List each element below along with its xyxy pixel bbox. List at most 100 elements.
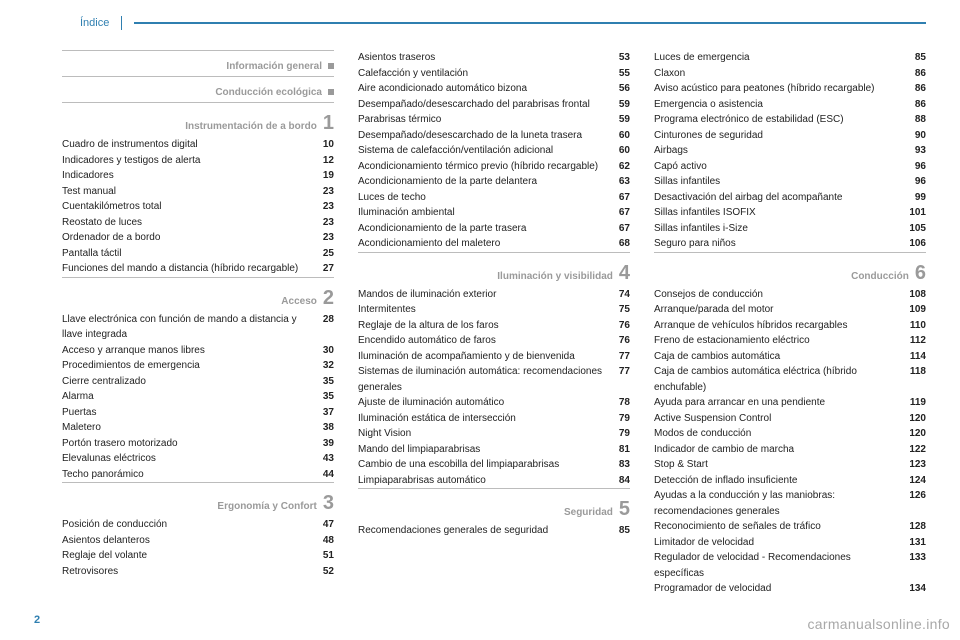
toc-entry: Reglaje de la altura de los faros76 bbox=[358, 318, 630, 334]
toc-entry: Iluminación estática de intersección79 bbox=[358, 411, 630, 427]
toc-entry-label: Cuadro de instrumentos digital bbox=[62, 137, 315, 153]
toc-entry: Detección de inflado insuficiente124 bbox=[654, 473, 926, 489]
toc-entry-label: Arranque/parada del motor bbox=[654, 302, 901, 318]
toc-entry-label: Mando del limpiaparabrisas bbox=[358, 442, 611, 458]
toc-entry: Cierre centralizado 35 bbox=[62, 374, 334, 390]
section-bullet-icon bbox=[328, 89, 334, 95]
toc-entry-page: 90 bbox=[915, 128, 926, 144]
toc-entry-page: 128 bbox=[909, 519, 926, 535]
toc-entry: Procedimientos de emergencia 32 bbox=[62, 358, 334, 374]
toc-entry-page: 56 bbox=[619, 81, 630, 97]
toc-entry-label: Desactivación del airbag del acompañante bbox=[654, 190, 907, 206]
toc-entry: Indicador de cambio de marcha122 bbox=[654, 442, 926, 458]
section-title: Conducción ecológica bbox=[215, 87, 322, 98]
section-rule bbox=[358, 252, 630, 253]
toc-entry: Intermitentes75 bbox=[358, 302, 630, 318]
toc-entry-page: 44 bbox=[323, 467, 334, 483]
toc-entry: Freno de estacionamiento eléctrico112 bbox=[654, 333, 926, 349]
section-rule bbox=[358, 488, 630, 489]
toc-entry-page: 85 bbox=[619, 523, 630, 539]
toc-entry-label: Ordenador de a bordo bbox=[62, 230, 315, 246]
toc-entry-page: 35 bbox=[323, 389, 334, 405]
toc-entry-page: 88 bbox=[915, 112, 926, 128]
toc-entry-label: Llave electrónica con función de mando a… bbox=[62, 312, 315, 343]
section-rule bbox=[62, 277, 334, 278]
toc-entry-label: Test manual bbox=[62, 184, 315, 200]
toc-entry: Acondicionamiento de la parte trasera67 bbox=[358, 221, 630, 237]
toc-entry-page: 35 bbox=[323, 374, 334, 390]
section-title: Información general bbox=[226, 61, 322, 72]
toc-entry-label: Pantalla táctil bbox=[62, 246, 315, 262]
toc-entry-label: Elevalunas eléctricos bbox=[62, 451, 315, 467]
watermark: carmanualsonline.info bbox=[808, 616, 951, 632]
toc-entry-label: Cierre centralizado bbox=[62, 374, 315, 390]
toc-entry-page: 123 bbox=[909, 457, 926, 473]
toc-entry-page: 110 bbox=[910, 318, 926, 334]
toc-entry-page: 27 bbox=[323, 261, 334, 277]
toc-entry-page: 86 bbox=[915, 66, 926, 82]
toc-entry: Airbags93 bbox=[654, 143, 926, 159]
toc-entry-label: Acondicionamiento térmico previo (híbrid… bbox=[358, 159, 611, 175]
toc-entry-label: Procedimientos de emergencia bbox=[62, 358, 315, 374]
toc-entry: Aire acondicionado automático bizona 56 bbox=[358, 81, 630, 97]
toc-entry-page: 120 bbox=[909, 411, 926, 427]
toc-entry-label: Desempañado/desescarchado de la luneta t… bbox=[358, 128, 611, 144]
toc-entry-label: Acondicionamiento de la parte trasera bbox=[358, 221, 611, 237]
toc-entry-label: Asientos delanteros bbox=[62, 533, 315, 549]
toc-column: Asientos traseros53Calefacción y ventila… bbox=[358, 50, 630, 600]
toc-entry-label: Reconocimiento de señales de tráfico bbox=[654, 519, 901, 535]
toc-entry-page: 77 bbox=[619, 349, 630, 365]
section-rule bbox=[62, 50, 334, 51]
toc-entry: Sillas infantiles ISOFIX101 bbox=[654, 205, 926, 221]
section-header: Ergonomía y Confort3 bbox=[62, 493, 334, 513]
section-rule bbox=[62, 102, 334, 103]
toc-entry-page: 78 bbox=[619, 395, 630, 411]
toc-entry-page: 112 bbox=[910, 333, 926, 349]
section-number: 6 bbox=[915, 263, 926, 283]
toc-entry-label: Claxon bbox=[654, 66, 907, 82]
section-number: 4 bbox=[619, 263, 630, 283]
toc-entry-page: 10 bbox=[323, 137, 334, 153]
toc-entry: Night Vision79 bbox=[358, 426, 630, 442]
toc-entry-label: Detección de inflado insuficiente bbox=[654, 473, 901, 489]
toc-entry: Retrovisores52 bbox=[62, 564, 334, 580]
toc-entry-page: 60 bbox=[619, 128, 630, 144]
toc-entry-label: Limitador de velocidad bbox=[654, 535, 901, 551]
toc-entry: Consejos de conducción108 bbox=[654, 287, 926, 303]
toc-entry-label: Aire acondicionado automático bizona bbox=[358, 81, 611, 97]
toc-entry: Arranque/parada del motor 109 bbox=[654, 302, 926, 318]
toc-entry-page: 39 bbox=[323, 436, 334, 452]
toc-entry-page: 30 bbox=[323, 343, 334, 359]
toc-entry: Programa electrónico de estabilidad (ESC… bbox=[654, 112, 926, 128]
toc-entry-page: 32 bbox=[323, 358, 334, 374]
toc-entry-page: 77 bbox=[619, 364, 630, 380]
section-header: Información general bbox=[62, 61, 334, 72]
toc-entry-page: 48 bbox=[323, 533, 334, 549]
toc-entry-label: Cambio de una escobilla del limpiaparabr… bbox=[358, 457, 611, 473]
toc-entry-page: 23 bbox=[323, 184, 334, 200]
toc-entry-page: 84 bbox=[619, 473, 630, 489]
toc-entry-page: 119 bbox=[910, 395, 926, 411]
toc-entry-page: 59 bbox=[619, 97, 630, 113]
toc-entry: Cuadro de instrumentos digital 10 bbox=[62, 137, 334, 153]
toc-entry-label: Retrovisores bbox=[62, 564, 315, 580]
toc-entry-page: 96 bbox=[915, 159, 926, 175]
toc-entry: Encendido automático de faros76 bbox=[358, 333, 630, 349]
toc-entry-page: 62 bbox=[619, 159, 630, 175]
section-header: Seguridad5 bbox=[358, 499, 630, 519]
toc-entry-page: 109 bbox=[909, 302, 926, 318]
toc-entry-label: Recomendaciones generales de seguridad bbox=[358, 523, 611, 539]
toc-entry-page: 118 bbox=[910, 364, 926, 380]
toc-entry-page: 59 bbox=[619, 112, 630, 128]
toc-entry-label: Funciones del mando a distancia (híbrido… bbox=[62, 261, 315, 277]
section-title: Iluminación y visibilidad bbox=[497, 271, 613, 282]
section-number: 5 bbox=[619, 499, 630, 519]
toc-entry: Portón trasero motorizado39 bbox=[62, 436, 334, 452]
toc-entry-page: 133 bbox=[909, 550, 926, 566]
toc-entry-page: 63 bbox=[619, 174, 630, 190]
toc-entry-label: Calefacción y ventilación bbox=[358, 66, 611, 82]
toc-entry-page: 47 bbox=[323, 517, 334, 533]
toc-entry-page: 81 bbox=[619, 442, 630, 458]
toc-entry: Desempañado/desescarchado de la luneta t… bbox=[358, 128, 630, 144]
toc-entry-page: 38 bbox=[323, 420, 334, 436]
